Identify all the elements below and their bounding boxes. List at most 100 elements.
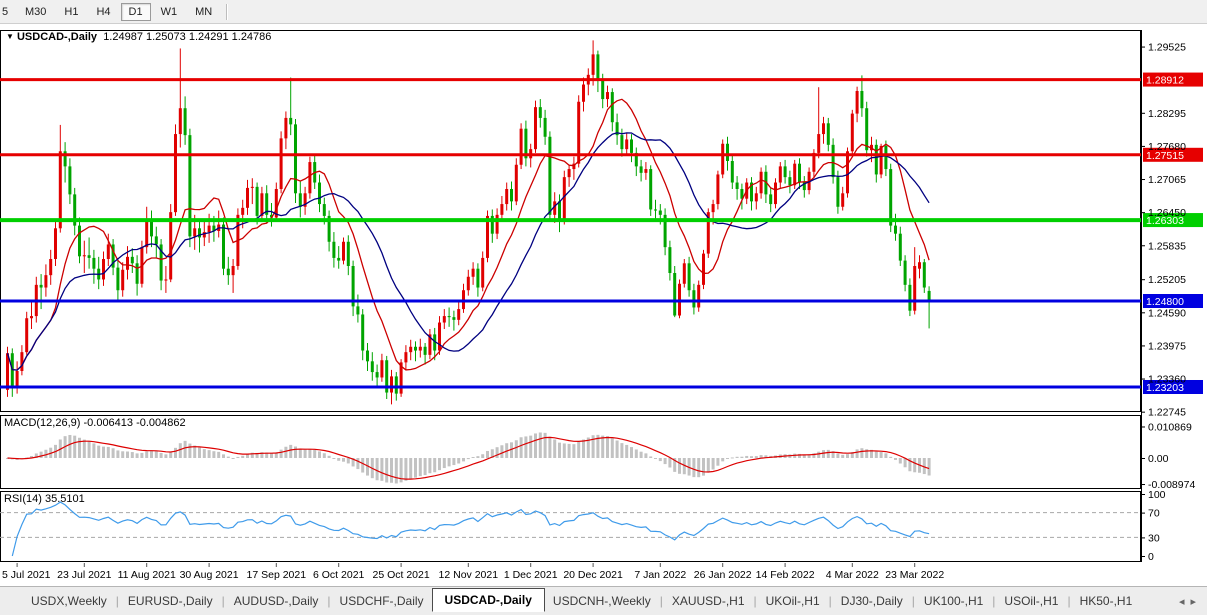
bear-candle [630, 139, 633, 153]
bear-candle [836, 177, 840, 207]
bear-candle [524, 128, 528, 159]
symbol-tab-xauusd-h1[interactable]: XAUUSD-,H1 [671, 594, 745, 608]
bear-candle [356, 306, 360, 315]
bear-candle [361, 314, 365, 351]
bull-candle [246, 187, 249, 208]
bull-candle [562, 177, 566, 221]
bear-candle [692, 290, 696, 308]
symbol-tab-usdcnh-weekly[interactable]: USDCNH-,Weekly [552, 594, 651, 608]
chart-canvas[interactable]: 1.289121.275151.263031.248001.232031.295… [0, 24, 1207, 586]
bull-candle [793, 163, 797, 186]
bear-candle [298, 193, 302, 207]
bear-candle [610, 92, 614, 123]
price-tag [1143, 213, 1203, 228]
symbol-tab-eurusd-daily[interactable]: EURUSD-,Daily [127, 594, 213, 608]
bull-candle [145, 220, 149, 248]
svg-text:1.22745: 1.22745 [1148, 407, 1186, 419]
bull-candle [682, 263, 686, 284]
bull-candle [577, 101, 581, 164]
symbol-tab-audusd-daily[interactable]: AUDUSD-,Daily [233, 594, 319, 608]
bull-candle [716, 174, 720, 205]
bull-candle [812, 152, 816, 172]
bear-candle [783, 166, 787, 178]
bear-candle [265, 193, 269, 215]
horizontal-levels: 1.28912 1.27515 1.26303 1.24800 1.23203 [0, 72, 1203, 394]
bull-candle [241, 207, 245, 215]
bear-candle [615, 122, 619, 136]
svg-text:1.23975: 1.23975 [1148, 340, 1186, 352]
svg-text:1.27680: 1.27680 [1148, 141, 1186, 153]
bear-candle [903, 260, 907, 285]
symbol-tab-usdchf-daily[interactable]: USDCHF-,Daily [339, 594, 424, 608]
bull-candle [817, 134, 821, 153]
bull-candle [582, 84, 585, 102]
bull-candle [591, 54, 595, 75]
bull-candle [6, 353, 9, 390]
bull-candle [284, 117, 288, 139]
macd-histogram [6, 432, 931, 484]
bull-candle [54, 228, 57, 259]
timeframe-5-button[interactable]: 5 [2, 5, 9, 18]
timeframe-h1-button[interactable]: H1 [64, 5, 79, 18]
bull-candle [380, 360, 384, 378]
bear-candle [366, 350, 369, 362]
symbol-tab-ukoil-h1[interactable]: UKOil-,H1 [765, 594, 820, 608]
bear-candle [548, 136, 552, 215]
bear-candle [447, 316, 451, 318]
bull-candle [471, 268, 475, 277]
macd-axis: 0.010869 0.00 -0.008974 [1141, 421, 1195, 491]
bull-candle [457, 309, 461, 320]
bear-candle [87, 255, 91, 258]
symbol-tab-usdx-weekly[interactable]: USDX,Weekly [31, 594, 107, 608]
bear-candle [831, 144, 835, 178]
bear-candle [346, 241, 350, 266]
timeframe-w1-button[interactable]: W1 [160, 5, 178, 18]
bear-candle [423, 346, 427, 355]
symbol-tab-uk100-h1[interactable]: UK100-,H1 [923, 594, 984, 608]
symbol-tab-dj30-daily[interactable]: DJ30-,Daily [840, 594, 903, 608]
bear-candle [351, 265, 355, 307]
bull-candle [879, 145, 883, 175]
bear-candle [596, 54, 600, 81]
bear-candle [687, 263, 691, 291]
bull-candle [121, 269, 125, 291]
bull-candle [399, 362, 403, 394]
bear-candle [270, 214, 273, 218]
timeframe-mn-button[interactable]: MN [195, 5, 213, 18]
bear-candle [327, 215, 331, 242]
svg-text:25 Oct 2021: 25 Oct 2021 [372, 569, 429, 581]
tab-divider: | [659, 594, 663, 608]
timeframe-h4-button[interactable]: H4 [96, 5, 111, 18]
bull-candle [495, 214, 499, 234]
bear-candle [150, 220, 153, 237]
candles [6, 40, 931, 405]
tab-divider: | [221, 594, 225, 608]
symbol-tab-usoil-h1[interactable]: USOil-,H1 [1004, 594, 1059, 608]
timeframe-m30-button[interactable]: M30 [25, 5, 47, 18]
bear-candle [673, 272, 677, 316]
bear-candle [78, 225, 81, 257]
bear-candle [769, 194, 773, 205]
bull-candle [126, 256, 129, 270]
bull-candle [644, 169, 648, 173]
bull-candle [207, 225, 211, 233]
bull-candle [25, 318, 29, 353]
bull-candle [193, 228, 197, 237]
macd-signal-line [7, 436, 930, 480]
symbol-tab-hk50-h1[interactable]: HK50-,H1 [1079, 594, 1133, 608]
rsi-levels [0, 512, 1141, 538]
tab-scroll-right-icon[interactable]: ▸ [1190, 595, 1196, 608]
bear-candle [322, 204, 326, 216]
bull-candle [44, 275, 48, 288]
bear-candle [294, 124, 297, 194]
tab-scroll-left-icon[interactable]: ◂ [1178, 595, 1185, 608]
symbol-tab-usdcad-daily[interactable]: USDCAD-,Daily [431, 588, 545, 612]
bull-candle [850, 113, 854, 152]
svg-text:-0.008974: -0.008974 [1148, 479, 1195, 491]
bull-candle [702, 253, 705, 285]
timeframe-d1-button[interactable]: D1 [120, 2, 151, 21]
bear-candle [135, 263, 139, 284]
svg-text:7 Jan 2022: 7 Jan 2022 [634, 569, 686, 581]
bear-candle [510, 188, 513, 202]
bear-candle [735, 182, 739, 189]
